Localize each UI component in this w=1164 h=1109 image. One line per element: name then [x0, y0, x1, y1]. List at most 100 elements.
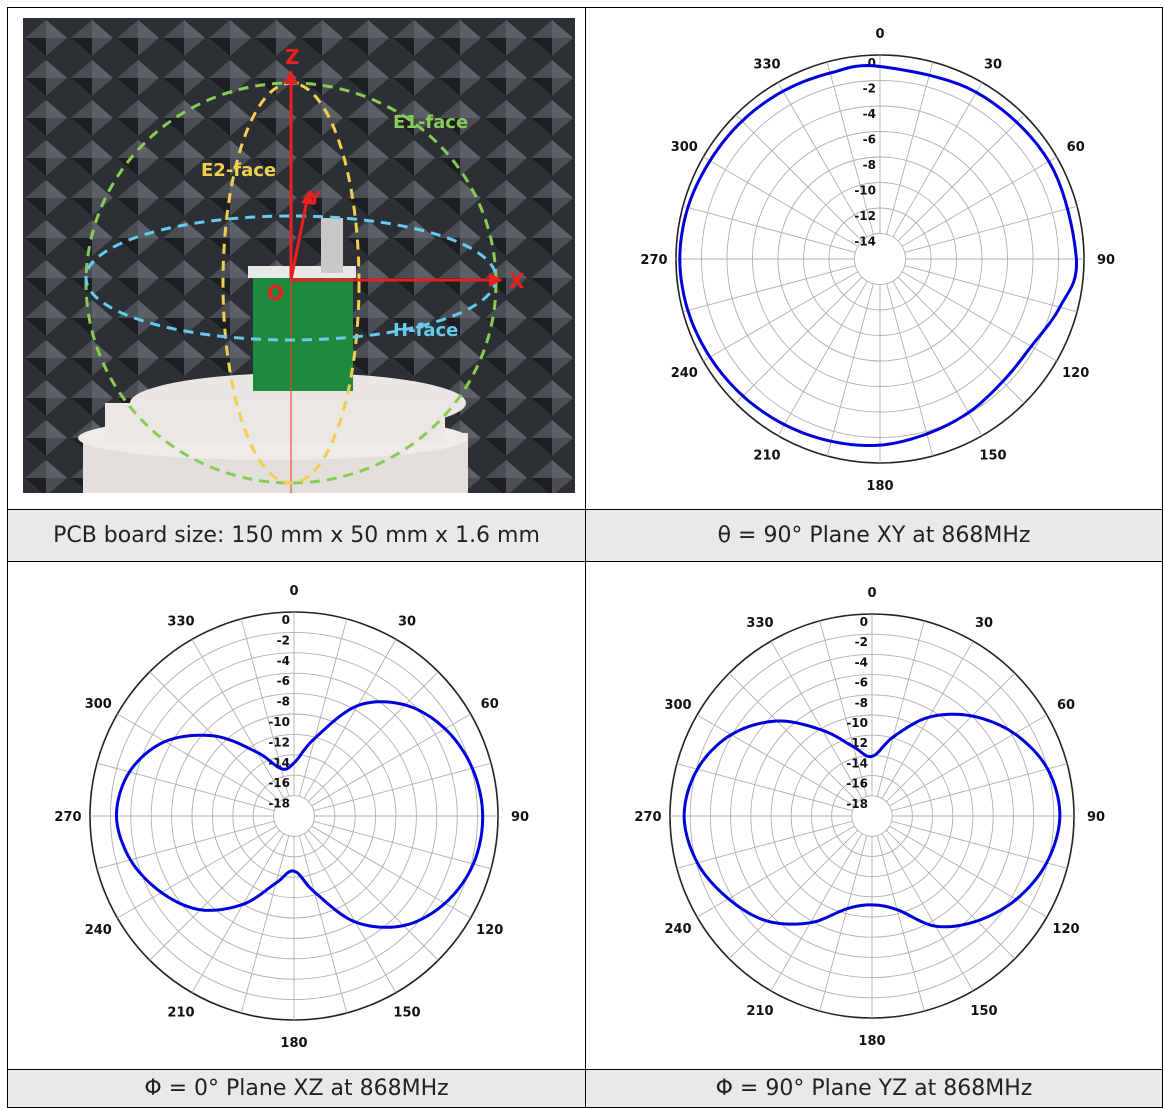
radial-tick-label: -4 [863, 107, 876, 121]
angle-tick-label: 180 [858, 1034, 885, 1049]
angle-tick-label: 210 [167, 1006, 194, 1021]
h-face-label: H-face [393, 320, 458, 341]
origin-label: O [267, 281, 284, 305]
angle-tick-label: 60 [481, 697, 499, 712]
angle-tick-label: 210 [753, 449, 780, 464]
angle-tick-label: 330 [746, 616, 773, 631]
angle-tick-label: 270 [640, 253, 667, 268]
grid-spoke [885, 672, 1016, 803]
radial-tick-label: -18 [846, 797, 868, 811]
angle-tick-label: 0 [867, 586, 876, 601]
grid-spoke [682, 205, 856, 253]
grid-spoke [897, 114, 1025, 242]
radial-tick-label: -14 [854, 235, 876, 249]
grid-spoke [735, 276, 863, 404]
xz-plane-polar-chart: 0 30 60 90 120 150 180 210 240 270 300 330 0 -2 -4 -6 -8… [54, 584, 529, 1051]
grid-spoke [703, 271, 859, 362]
grid-spoke [886, 283, 934, 457]
radial-tick-label: 0 [860, 615, 868, 629]
angle-tick-label: 120 [1052, 922, 1079, 937]
radiation-pattern-trace [682, 712, 1062, 929]
radial-tick-label: -4 [855, 655, 868, 669]
radial-tick-label: -10 [268, 715, 290, 729]
radial-tick-label: -6 [277, 674, 290, 688]
angle-tick-label: 30 [975, 616, 993, 631]
grid-spoke [826, 61, 874, 235]
xz-caption: Φ = 0° Plane XZ at 868MHz [8, 1070, 586, 1108]
grid-spoke [303, 833, 397, 993]
radial-tick-label: -12 [268, 735, 290, 749]
radial-tick-label: -2 [855, 635, 868, 649]
grid-spoke [886, 61, 934, 235]
grid-spoke [770, 640, 863, 799]
grid-spoke [735, 114, 863, 242]
grid-spoke [96, 820, 275, 870]
photo-caption: PCB board size: 150 mm x 50 mm x 1.6 mm [8, 510, 586, 562]
grid-spoke [904, 265, 1078, 313]
radial-tick-label: 0 [282, 613, 290, 627]
y-axis-label: Y [307, 188, 322, 209]
grid-spoke [728, 829, 859, 960]
grid-spoke [96, 762, 275, 812]
grid-spoke [191, 639, 285, 799]
xy-plane-polar-chart: 0 30 60 90 120 150 180 210 240 270 300 330 0 -2 -4 -6 -8… [640, 27, 1115, 494]
grid-spoke [313, 820, 492, 870]
angle-tick-label: 30 [984, 57, 1002, 72]
figure-table: Z Y X O E1-face E2-face H-face 0 30 60 90 12… [7, 7, 1163, 1108]
grid-spoke [892, 280, 983, 436]
radial-tick-label: -8 [863, 158, 876, 172]
e2-face-label: E2-face [201, 160, 276, 181]
grid-spoke [889, 714, 1048, 807]
grid-spoke [703, 156, 859, 247]
photo-cell: Z Y X O E1-face E2-face H-face [8, 8, 586, 510]
grid-spoke [676, 820, 853, 869]
angle-tick-label: 60 [1067, 140, 1085, 155]
xy-caption: θ = 90° Plane XY at 868MHz [586, 510, 1163, 562]
grid-spoke [240, 618, 290, 797]
angle-tick-label: 60 [1057, 698, 1075, 713]
grid-spoke [676, 763, 853, 812]
grid-spoke [891, 763, 1068, 812]
grid-spoke [770, 833, 863, 992]
grid-spoke [696, 714, 855, 807]
anechoic-chamber-photo: Z Y X O E1-face E2-face H-face [23, 18, 575, 493]
angle-tick-label: 270 [634, 810, 661, 825]
grid-spoke [901, 156, 1057, 247]
grid-spoke [298, 835, 348, 1014]
grid-spoke [308, 830, 439, 961]
angle-tick-label: 90 [1087, 810, 1105, 825]
radial-tick-label: -14 [268, 756, 290, 770]
xy-chart-cell: 0 30 60 90 120 150 180 210 240 270 300 330 0 -2 -4 -6 -8… [586, 8, 1163, 510]
angle-tick-label: 240 [664, 922, 691, 937]
angle-tick-label: 300 [85, 697, 112, 712]
angle-tick-label: 30 [398, 614, 416, 629]
radial-tick-label: -16 [846, 777, 868, 791]
radial-tick-label: 0 [868, 56, 876, 70]
grid-spoke [682, 265, 856, 313]
radiation-pattern-trace [115, 700, 485, 929]
grid-spoke [892, 82, 983, 238]
angle-tick-label: 180 [866, 479, 893, 494]
radial-tick-label: -18 [268, 797, 290, 811]
angle-tick-label: 150 [970, 1004, 997, 1019]
angle-tick-label: 90 [511, 810, 529, 825]
yz-caption: Φ = 90° Plane YZ at 868MHz [586, 1070, 1163, 1108]
angle-tick-label: 210 [746, 1004, 773, 1019]
grid-spoke [308, 671, 439, 802]
grid-spoke [897, 276, 1025, 404]
angle-tick-label: 150 [393, 1006, 420, 1021]
angle-tick-label: 330 [167, 614, 194, 629]
grid-spoke [889, 825, 1048, 918]
angle-tick-label: 300 [671, 140, 698, 155]
radial-tick-label: -14 [846, 756, 868, 770]
grid-spoke [777, 82, 868, 238]
grid-spoke [240, 835, 290, 1014]
grid-spoke [777, 280, 868, 436]
grid-spoke [891, 820, 1068, 869]
radial-tick-label: -4 [277, 654, 290, 668]
angle-tick-label: 240 [85, 923, 112, 938]
grid-spoke [901, 271, 1057, 362]
radial-tick-label: -10 [846, 716, 868, 730]
xz-chart-cell: 0 30 60 90 120 150 180 210 240 270 300 330 0 -2 -4 -6 -8… [8, 562, 586, 1070]
grid-spoke [191, 833, 285, 993]
